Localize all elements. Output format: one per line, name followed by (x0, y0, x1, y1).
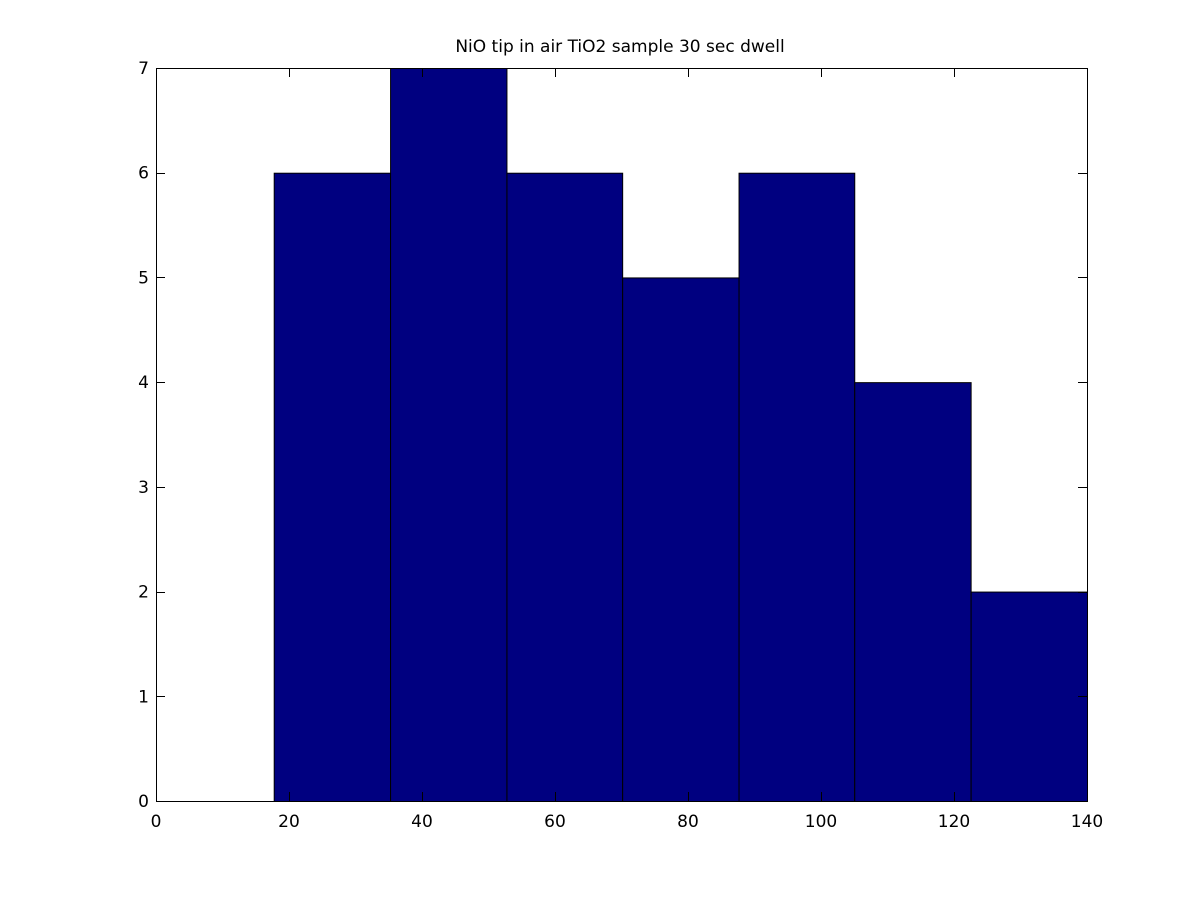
y-tick-label: 6 (138, 164, 149, 184)
x-tick-label: 80 (677, 812, 699, 832)
x-tick-label: 100 (805, 812, 837, 832)
bars-group (273, 68, 1088, 802)
x-tick-label: 20 (278, 812, 300, 832)
y-tick-label: 0 (138, 792, 149, 812)
x-tick-label: 140 (1071, 812, 1103, 832)
histogram-bar-1 (273, 172, 392, 802)
x-tick-label: 40 (411, 812, 433, 832)
histogram-bar-6 (854, 382, 972, 802)
chart-title: NiO tip in air TiO2 sample 30 sec dwell (455, 37, 784, 57)
histogram-bar-7 (970, 591, 1088, 802)
y-tick-label: 2 (138, 583, 149, 603)
x-tick-label: 0 (151, 812, 162, 832)
histogram-bar-2 (390, 68, 508, 802)
y-tick-label: 3 (138, 478, 149, 498)
histogram-bar-5 (738, 172, 856, 802)
histogram-bar-3 (506, 172, 624, 802)
ticks-group (156, 68, 1088, 802)
x-tick-label: 120 (938, 812, 970, 832)
y-tick-label: 1 (138, 687, 149, 707)
axes-frame (156, 68, 1088, 802)
y-tick-label: 5 (138, 268, 149, 288)
y-tick-label: 7 (138, 59, 149, 79)
tick-labels-group: 0 20 40 60 80 100 120 140 0 1 2 3 4 5 6 7 (138, 59, 1103, 832)
histogram-bar-4 (622, 277, 740, 802)
y-tick-label: 4 (138, 373, 149, 393)
x-tick-label: 60 (544, 812, 566, 832)
